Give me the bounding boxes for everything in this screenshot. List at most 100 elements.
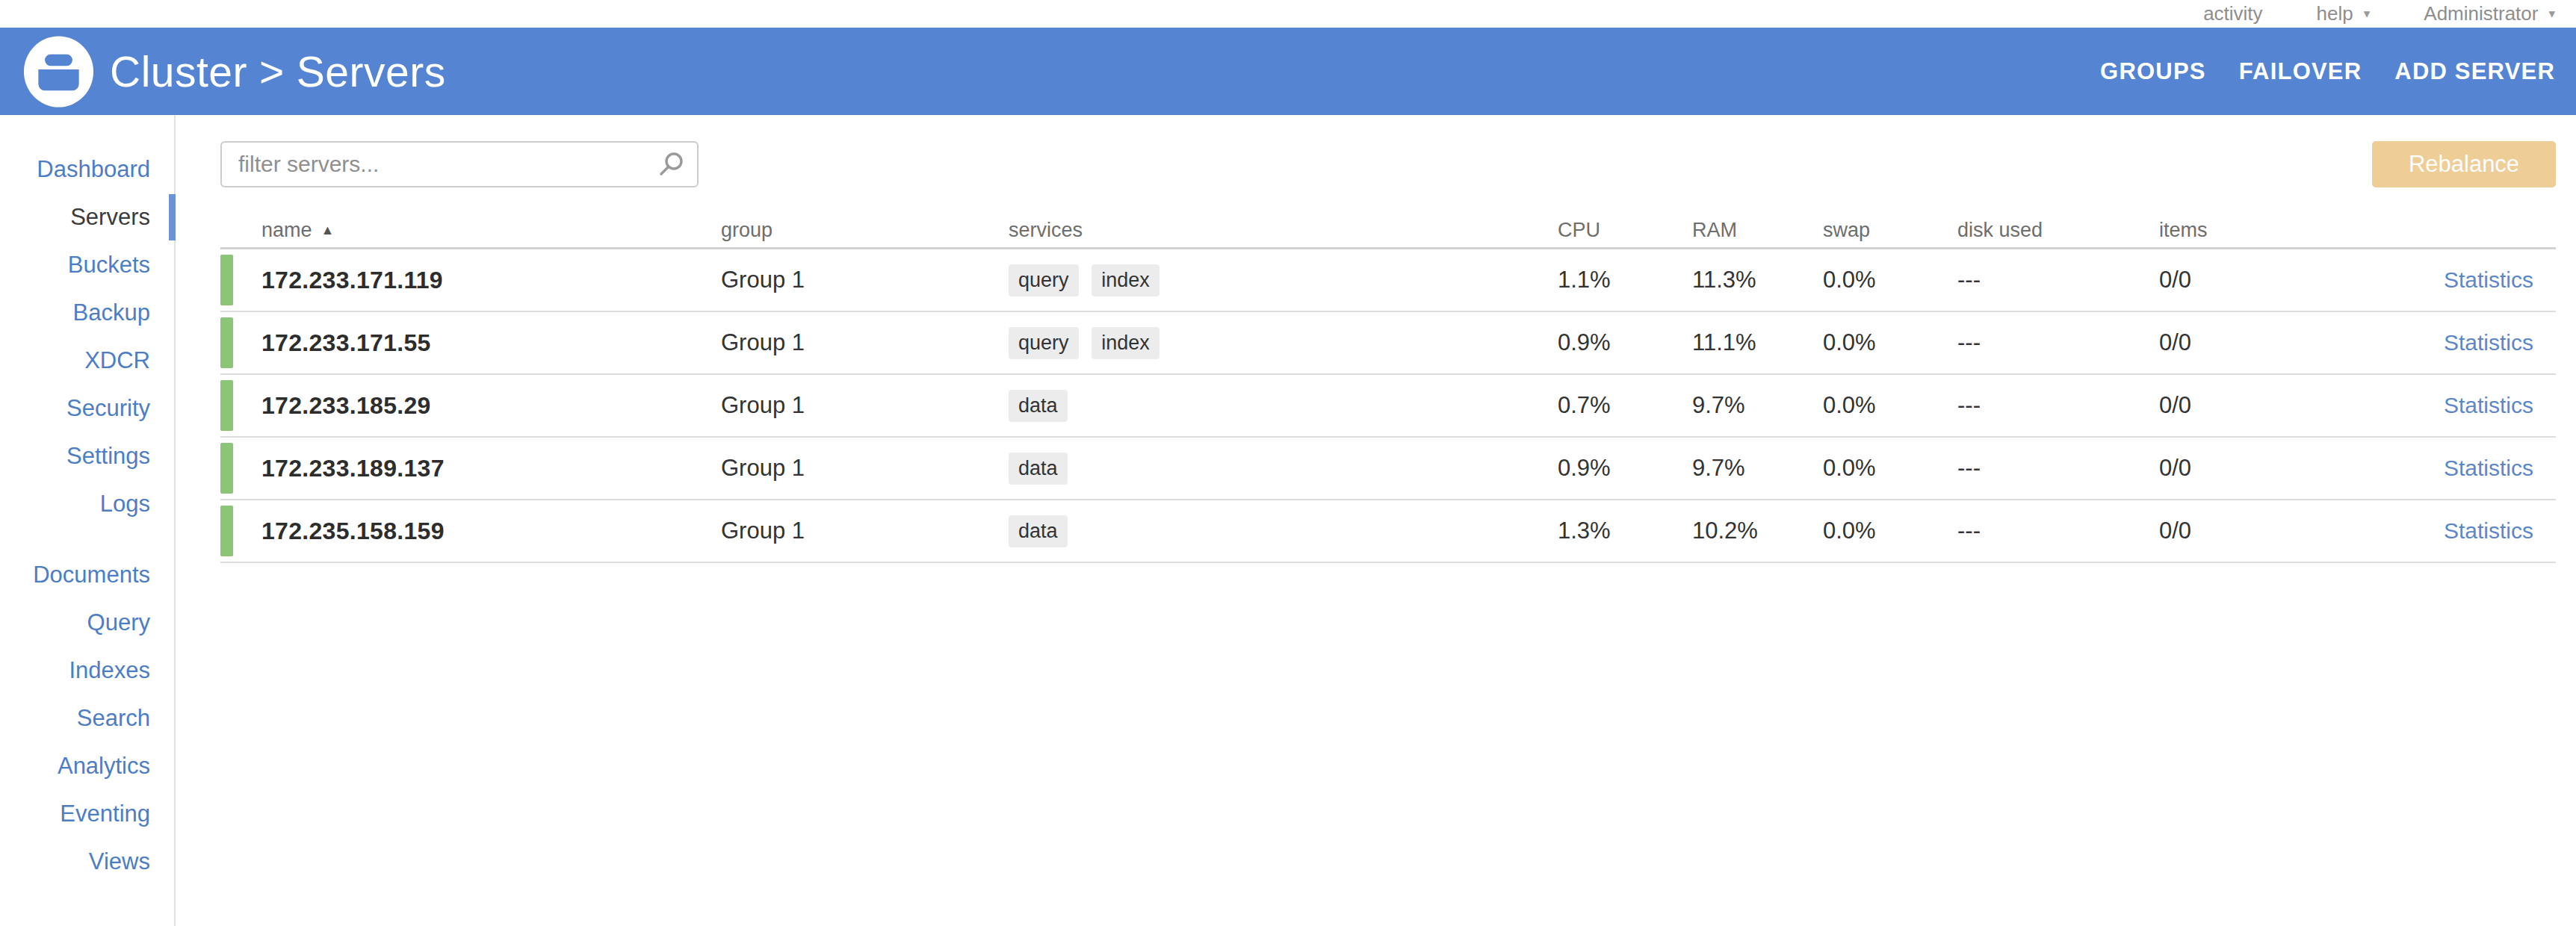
server-items: 0/0 — [2159, 455, 2361, 482]
server-cpu: 0.9% — [1558, 455, 1692, 482]
server-disk-used: --- — [1957, 392, 2159, 419]
sidebar-item-security[interactable]: Security — [0, 385, 174, 432]
table-row: 172.233.171.119 Group 1 query index 1.1%… — [220, 249, 2556, 312]
server-ram: 11.1% — [1692, 329, 1823, 356]
server-ram: 10.2% — [1692, 518, 1823, 544]
sidebar-item-search[interactable]: Search — [0, 694, 174, 742]
user-menu[interactable]: Administrator ▾ — [2424, 2, 2555, 25]
health-status-bar — [220, 380, 233, 431]
server-cpu: 1.3% — [1558, 518, 1692, 544]
server-services: query index — [1009, 327, 1558, 359]
couchbase-console: activity help ▾ Administrator ▾ Cluster … — [0, 0, 2576, 926]
column-header-group[interactable]: group — [721, 219, 1009, 242]
server-services: query index — [1009, 264, 1558, 296]
column-header-ram[interactable]: RAM — [1692, 219, 1823, 242]
sort-asc-icon: ▲ — [321, 223, 335, 238]
breadcrumb-page: Servers — [297, 47, 446, 96]
server-services: data — [1009, 453, 1558, 485]
statistics-cell: Statistics — [2361, 392, 2556, 419]
column-header-disk-used[interactable]: disk used — [1957, 219, 2159, 242]
sidebar-item-views[interactable]: Views — [0, 838, 174, 886]
server-disk-used: --- — [1957, 267, 2159, 293]
caret-down-icon: ▾ — [2548, 7, 2555, 20]
column-header-services[interactable]: services — [1009, 219, 1558, 242]
service-badge: query — [1009, 264, 1079, 296]
sidebar-item-backup[interactable]: Backup — [0, 289, 174, 337]
server-group: Group 1 — [721, 455, 1009, 482]
header-actions: GROUPS FAILOVER ADD SERVER — [2100, 58, 2555, 85]
filter-servers-input[interactable] — [220, 141, 699, 187]
health-status-bar — [220, 317, 233, 368]
statistics-link[interactable]: Statistics — [2444, 267, 2533, 292]
statistics-link[interactable]: Statistics — [2444, 393, 2533, 417]
sidebar-item-indexes[interactable]: Indexes — [0, 647, 174, 694]
service-badge: data — [1009, 453, 1068, 485]
groups-button[interactable]: GROUPS — [2100, 58, 2206, 85]
page-title: Cluster > Servers — [110, 47, 446, 96]
health-cell — [220, 500, 261, 562]
statistics-cell: Statistics — [2361, 329, 2556, 356]
server-swap: 0.0% — [1823, 518, 1957, 544]
sidebar-item-servers[interactable]: Servers — [0, 193, 174, 241]
caret-down-icon: ▾ — [2364, 7, 2371, 20]
help-menu[interactable]: help ▾ — [2317, 2, 2371, 25]
failover-button[interactable]: FAILOVER — [2239, 58, 2362, 85]
sidebar-item-logs[interactable]: Logs — [0, 480, 174, 528]
statistics-link[interactable]: Statistics — [2444, 518, 2533, 543]
server-services: data — [1009, 390, 1558, 422]
server-name: 172.233.185.29 — [261, 392, 721, 420]
sidebar-item-buckets[interactable]: Buckets — [0, 241, 174, 289]
service-badge: data — [1009, 515, 1068, 547]
server-cpu: 1.1% — [1558, 267, 1692, 293]
couchbase-logo-icon — [22, 35, 95, 108]
column-header-items[interactable]: items — [2159, 219, 2361, 242]
sidebar-item-documents[interactable]: Documents — [0, 551, 174, 599]
server-items: 0/0 — [2159, 329, 2361, 356]
server-services: data — [1009, 515, 1558, 547]
sidebar-group-divider — [0, 528, 174, 551]
table-row: 172.233.185.29 Group 1 data 0.7% 9.7% 0.… — [220, 375, 2556, 438]
servers-main-panel: Rebalance name ▲ group services CPU RAM … — [176, 115, 2576, 926]
sidebar-item-query[interactable]: Query — [0, 599, 174, 647]
service-badge: data — [1009, 390, 1068, 422]
server-swap: 0.0% — [1823, 267, 1957, 293]
server-disk-used: --- — [1957, 518, 2159, 544]
help-label: help — [2317, 2, 2353, 25]
sidebar-item-analytics[interactable]: Analytics — [0, 742, 174, 790]
activity-link[interactable]: activity — [2203, 2, 2262, 25]
server-swap: 0.0% — [1823, 392, 1957, 419]
sidebar-item-xdcr[interactable]: XDCR — [0, 337, 174, 385]
top-utility-bar: activity help ▾ Administrator ▾ — [0, 0, 2576, 28]
column-header-swap[interactable]: swap — [1823, 219, 1957, 242]
table-header-row: name ▲ group services CPU RAM swap disk … — [220, 213, 2556, 249]
server-name: 172.233.171.119 — [261, 267, 721, 294]
statistics-link[interactable]: Statistics — [2444, 330, 2533, 355]
filter-field-wrap — [220, 141, 699, 187]
server-group: Group 1 — [721, 329, 1009, 356]
server-items: 0/0 — [2159, 267, 2361, 293]
server-group: Group 1 — [721, 518, 1009, 544]
servers-table: name ▲ group services CPU RAM swap disk … — [220, 213, 2556, 563]
server-name: 172.233.189.137 — [261, 455, 721, 482]
health-cell — [220, 375, 261, 436]
server-cpu: 0.7% — [1558, 392, 1692, 419]
column-header-name[interactable]: name ▲ — [261, 219, 721, 242]
user-label: Administrator — [2424, 2, 2538, 25]
activity-label: activity — [2203, 2, 2262, 25]
health-status-bar — [220, 443, 233, 494]
statistics-cell: Statistics — [2361, 267, 2556, 293]
statistics-cell: Statistics — [2361, 455, 2556, 482]
statistics-link[interactable]: Statistics — [2444, 456, 2533, 480]
column-header-cpu[interactable]: CPU — [1558, 219, 1692, 242]
server-name: 172.235.158.159 — [261, 518, 721, 545]
health-cell — [220, 249, 261, 311]
search-icon — [658, 151, 685, 178]
rebalance-button[interactable]: Rebalance — [2372, 141, 2556, 187]
add-server-button[interactable]: ADD SERVER — [2394, 58, 2555, 85]
sidebar-item-settings[interactable]: Settings — [0, 432, 174, 480]
server-ram: 9.7% — [1692, 392, 1823, 419]
health-cell — [220, 438, 261, 499]
servers-toolbar: Rebalance — [220, 141, 2556, 187]
sidebar-item-eventing[interactable]: Eventing — [0, 790, 174, 838]
sidebar-item-dashboard[interactable]: Dashboard — [0, 146, 174, 193]
